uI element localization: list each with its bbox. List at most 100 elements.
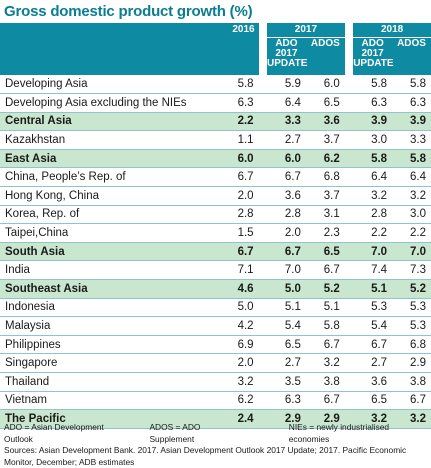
header-2016: 2016 xyxy=(219,23,259,75)
value-2018-ados: 7.0 xyxy=(392,242,431,262)
value-2018-ado-update: 2.2 xyxy=(353,223,393,243)
value-2018-ado-update: 3.2 xyxy=(353,409,393,429)
header-2018-ados: ADOS xyxy=(392,37,431,75)
value-2018-ados: 2.9 xyxy=(392,353,431,373)
column-gap xyxy=(344,75,354,95)
value-2017-ados: 6.5 xyxy=(305,242,345,262)
value-2018-ados: 6.7 xyxy=(392,391,431,411)
value-2017-ado-update: 6.7 xyxy=(267,242,306,262)
value-2016: 6.7 xyxy=(219,167,259,188)
header-2017-ado-update: ADO 2017 UPDATE xyxy=(267,37,308,75)
header-gap xyxy=(344,37,354,75)
value-2017-ados: 3.7 xyxy=(305,186,345,206)
value-2017-ado-update: 2.9 xyxy=(267,409,306,429)
value-2018-ado-update: 5.8 xyxy=(353,149,393,169)
value-2017-ados: 6.7 xyxy=(305,260,345,281)
value-2017-ados: 6.8 xyxy=(305,167,345,188)
header-2018-ado-update: ADO 2017 UPDATE xyxy=(353,37,394,75)
footnotes: ADO = Asian Development Outlook ADOS = A… xyxy=(4,422,428,468)
header-blank xyxy=(0,37,220,75)
header-gap xyxy=(258,23,267,37)
value-2016: 6.2 xyxy=(219,391,259,411)
value-2018-ados: 7.3 xyxy=(392,260,431,281)
value-2018-ados: 3.8 xyxy=(392,372,431,392)
table-title: Gross domestic product growth (%) xyxy=(4,3,253,20)
ados-label: ADOS xyxy=(397,37,426,49)
column-gap xyxy=(344,409,354,429)
ado-line: ADO xyxy=(275,37,298,49)
header-gap xyxy=(344,23,354,37)
value-2016: 5.8 xyxy=(219,75,259,95)
table-row: Vietnam 6.2 6.3 6.7 6.5 6.7 xyxy=(0,391,431,411)
value-2017-ado-update: 6.3 xyxy=(267,391,306,411)
year-line: 2017 xyxy=(275,47,298,59)
value-2018-ados: 3.3 xyxy=(392,130,431,150)
column-gap xyxy=(258,242,267,262)
value-2017-ados: 5.1 xyxy=(305,298,345,318)
header-2017: 2017 xyxy=(267,23,345,38)
value-2018-ado-update: 3.9 xyxy=(353,112,393,132)
economy-name: East Asia xyxy=(0,149,220,169)
economy-name: South Asia xyxy=(0,242,220,262)
column-gap xyxy=(258,335,267,355)
update-line: UPDATE xyxy=(267,57,308,69)
value-2018-ado-update: 5.4 xyxy=(353,316,393,336)
value-2017-ados: 2.9 xyxy=(305,409,345,429)
header-blank xyxy=(0,23,220,37)
region-row: South Asia 6.7 6.7 6.5 7.0 7.0 xyxy=(0,242,431,262)
value-2017-ados: 3.8 xyxy=(305,372,345,392)
economy-name: Southeast Asia xyxy=(0,279,220,299)
abbreviations: ADO = Asian Development Outlook ADOS = A… xyxy=(4,422,428,445)
value-2018-ados: 3.2 xyxy=(392,409,431,429)
value-2018-ado-update: 2.8 xyxy=(353,205,393,225)
value-2018-ados: 6.3 xyxy=(392,93,431,113)
abbr-ados: ADOS = ADO Supplement xyxy=(149,422,201,444)
region-row: Central Asia 2.2 3.3 3.6 3.9 3.9 xyxy=(0,112,431,132)
value-2016: 4.2 xyxy=(219,316,259,336)
economy-name: Developing Asia xyxy=(0,75,220,95)
value-2018-ado-update: 5.8 xyxy=(353,75,393,95)
value-2018-ados: 6.8 xyxy=(392,335,431,355)
value-2017-ado-update: 5.9 xyxy=(267,75,306,95)
economy-name: Malaysia xyxy=(0,316,220,336)
abbr-ado: ADO = Asian Development Outlook xyxy=(4,422,104,444)
value-2017-ado-update: 7.0 xyxy=(267,260,306,281)
column-gap xyxy=(258,130,267,150)
value-2017-ado-update: 5.0 xyxy=(267,279,306,299)
value-2017-ado-update: 3.6 xyxy=(267,186,306,206)
value-2017-ado-update: 5.1 xyxy=(267,298,306,318)
economy-name: Thailand xyxy=(0,372,220,392)
column-gap xyxy=(344,242,354,262)
gdp-growth-table: 2016 2017 2018 ADO 2017 UPDATE ADOS ADO … xyxy=(0,23,431,429)
value-2017-ados: 6.5 xyxy=(305,93,345,113)
value-2016: 6.7 xyxy=(219,242,259,262)
column-gap xyxy=(344,279,354,299)
economy-name: Vietnam xyxy=(0,391,220,411)
value-2018-ado-update: 6.7 xyxy=(353,335,393,355)
economy-name: China, People’s Rep. of xyxy=(0,167,220,188)
table-row: Philippines 6.9 6.5 6.7 6.7 6.8 xyxy=(0,335,431,355)
value-2017-ado-update: 6.5 xyxy=(267,335,306,355)
column-gap xyxy=(344,335,354,355)
sources-note: Sources: Asian Development Bank. 2017. A… xyxy=(4,445,407,467)
column-gap xyxy=(258,260,267,281)
value-2017-ados: 6.7 xyxy=(305,335,345,355)
column-gap xyxy=(258,372,267,392)
value-2018-ados: 5.8 xyxy=(392,75,431,95)
value-2018-ados: 5.3 xyxy=(392,298,431,318)
value-2016: 7.1 xyxy=(219,260,259,281)
value-2017-ados: 3.1 xyxy=(305,205,345,225)
header-row-years: 2016 2017 2018 xyxy=(0,23,431,75)
value-2018-ados: 6.4 xyxy=(392,167,431,188)
column-gap xyxy=(344,205,354,225)
table-row: Malaysia 4.2 5.4 5.8 5.4 5.3 xyxy=(0,316,431,336)
economy-name: Singapore xyxy=(0,353,220,373)
column-gap xyxy=(344,186,354,206)
value-2018-ado-update: 3.6 xyxy=(353,372,393,392)
column-gap xyxy=(344,372,354,392)
value-2017-ado-update: 2.0 xyxy=(267,223,306,243)
value-2018-ado-update: 2.7 xyxy=(353,353,393,373)
economy-name: Philippines xyxy=(0,335,220,355)
value-2018-ado-update: 7.4 xyxy=(353,260,393,281)
value-2017-ados: 6.2 xyxy=(305,149,345,169)
